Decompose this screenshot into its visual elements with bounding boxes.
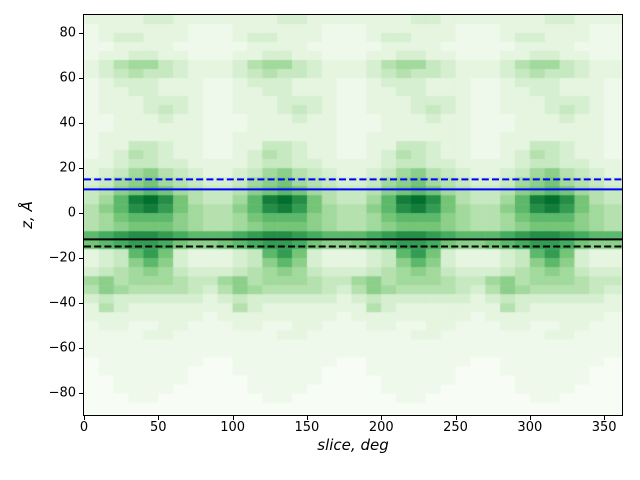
x-tick-label: 200 — [368, 420, 394, 435]
y-tick-mark — [79, 393, 83, 395]
y-axis-label: z, Å — [18, 201, 36, 229]
x-tick-mark — [604, 416, 606, 420]
x-tick-label: 300 — [517, 420, 543, 435]
y-tick-label: 60 — [59, 70, 76, 86]
y-tick-mark — [79, 33, 83, 35]
x-tick-mark — [232, 416, 234, 420]
heatmap-canvas — [84, 15, 622, 415]
y-tick-label: 80 — [59, 25, 76, 41]
x-tick-label: 250 — [443, 420, 468, 435]
y-tick-label: −40 — [48, 295, 76, 311]
y-tick-label: −60 — [48, 340, 76, 356]
x-tick-mark — [381, 416, 383, 420]
x-tick-label: 0 — [79, 420, 89, 435]
x-tick-mark — [529, 416, 531, 420]
hlines-overlay — [84, 178, 622, 248]
x-tick-mark — [84, 416, 85, 420]
x-axis-label: slice, deg — [317, 436, 389, 454]
y-tick-label: 0 — [67, 205, 76, 221]
x-tick-mark — [306, 416, 308, 420]
y-tick-mark — [79, 213, 83, 215]
x-tick-mark — [158, 416, 160, 420]
y-tick-mark — [79, 123, 83, 125]
y-tick-label: 20 — [59, 160, 76, 176]
y-tick-mark — [79, 258, 83, 260]
y-tick-mark — [79, 303, 83, 305]
x-tick-label: 350 — [591, 420, 617, 435]
y-tick-label: 40 — [59, 115, 76, 131]
y-tick-label: −80 — [48, 385, 76, 401]
y-tick-label: −20 — [48, 250, 76, 266]
y-tick-mark — [79, 78, 83, 80]
x-tick-label: 100 — [220, 420, 246, 435]
x-tick-label: 50 — [150, 420, 167, 435]
plot-area — [83, 14, 623, 416]
y-tick-mark — [79, 168, 83, 170]
y-tick-mark — [79, 348, 83, 350]
x-tick-label: 150 — [294, 420, 320, 435]
x-tick-mark — [455, 416, 457, 420]
